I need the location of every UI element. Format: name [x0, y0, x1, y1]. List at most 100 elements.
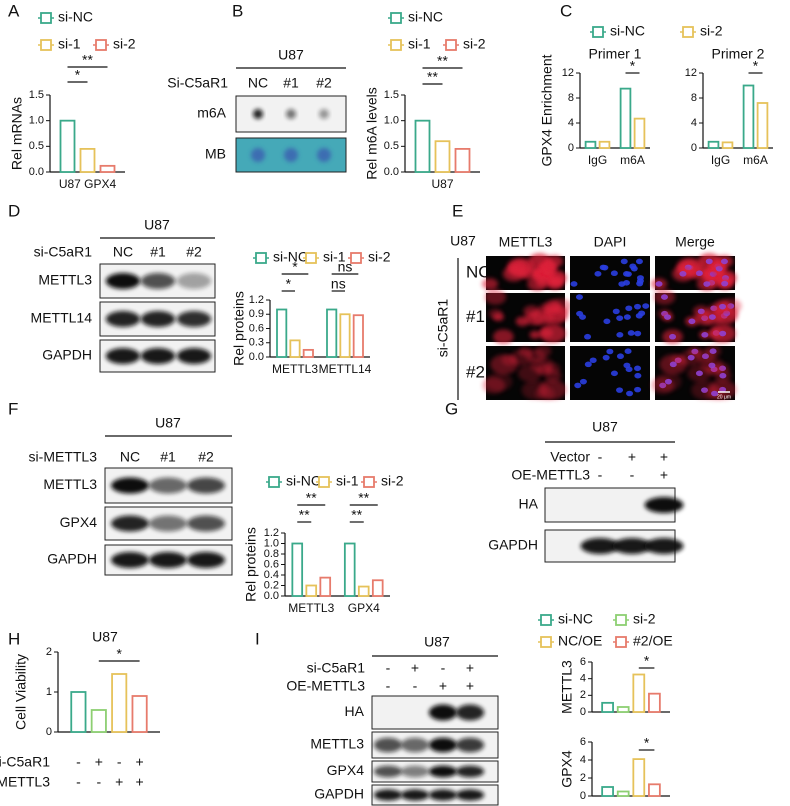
blot-band	[644, 497, 684, 513]
bar	[357, 585, 370, 597]
if-cell	[527, 276, 548, 292]
bar	[99, 164, 116, 173]
bar	[707, 140, 720, 149]
blot-row-label: MB	[205, 146, 226, 162]
bar	[434, 140, 451, 173]
if-cell	[502, 266, 525, 282]
if-nucleus	[709, 348, 717, 354]
bar	[648, 783, 661, 797]
significance-label: ns	[338, 259, 353, 275]
if-nucleus	[636, 280, 644, 287]
blot-band	[186, 477, 226, 494]
if-cell	[531, 308, 554, 326]
if-nucleus	[719, 372, 727, 379]
condition-sign: +	[466, 678, 474, 694]
blot-spot	[319, 109, 329, 119]
bar	[721, 141, 734, 149]
y-tick-label: 0.4	[264, 569, 279, 581]
blot-title: U87	[592, 419, 618, 435]
if-nucleus	[664, 314, 672, 320]
condition-sign: -	[386, 660, 391, 676]
significance-label: **	[351, 507, 362, 523]
if-nucleus	[625, 305, 633, 312]
if-nucleus	[655, 281, 663, 287]
condition-sign: +	[660, 467, 668, 483]
legend-swatch	[95, 39, 107, 51]
legend-label: si-NC	[408, 9, 443, 25]
legend-label: si-NC	[558, 611, 593, 627]
condition-label: si-C5aR1	[0, 754, 50, 770]
y-tick-label: 1.5	[29, 89, 44, 101]
blot-band	[105, 273, 141, 289]
condition-sign: +	[628, 449, 636, 465]
lane-label: #1	[160, 449, 176, 465]
significance-label: **	[427, 69, 438, 85]
if-nucleus	[618, 281, 626, 287]
blot-row-label: HA	[345, 703, 365, 719]
significance-label: *	[630, 58, 636, 74]
if-nucleus	[660, 294, 668, 300]
blot-band	[140, 348, 176, 364]
if-nucleus	[701, 332, 709, 338]
bar	[319, 576, 332, 597]
if-nucleus	[719, 303, 727, 310]
if-nucleus	[616, 315, 624, 321]
if-nucleus	[695, 270, 703, 277]
blot-row-label: m6A	[197, 105, 226, 121]
legend-label: #2/OE	[633, 633, 673, 649]
if-cell	[484, 289, 507, 305]
y-tick-label: 0.0	[29, 166, 44, 178]
if-nucleus	[703, 281, 711, 287]
significance-label: *	[286, 276, 292, 292]
blot-band	[140, 273, 176, 289]
x-tick-label: U87	[431, 177, 453, 191]
bar	[289, 339, 301, 358]
if-nucleus	[599, 264, 607, 271]
if-nucleus	[624, 348, 632, 354]
if-nucleus	[574, 382, 582, 389]
condition-label: Si-C5aR1	[167, 75, 228, 91]
if-nucleus	[642, 303, 650, 309]
blot-band	[428, 765, 458, 778]
bar	[326, 308, 338, 358]
condition-sign: -	[386, 678, 391, 694]
blot-band	[140, 311, 176, 327]
blot-band	[110, 515, 150, 532]
if-column-label: DAPI	[594, 234, 627, 250]
if-nucleus	[719, 330, 727, 337]
y-tick-label: 8	[691, 92, 697, 104]
bar	[291, 542, 304, 597]
x-tick-label: IgG	[588, 153, 607, 167]
if-nucleus	[687, 354, 695, 361]
condition-label: Vector	[550, 449, 590, 465]
y-tick-label: 2	[46, 646, 52, 658]
significance-label: *	[753, 58, 759, 74]
bar	[111, 673, 128, 733]
y-tick-label: 6	[580, 656, 586, 668]
if-side-label: si-C5aR1	[435, 299, 451, 358]
blot-band	[428, 737, 458, 753]
blot-band	[400, 765, 430, 778]
blot-band	[373, 765, 403, 778]
if-nucleus	[624, 271, 632, 277]
y-tick-label: 1.0	[264, 537, 279, 549]
y-tick-label: 0.3	[249, 337, 264, 349]
bar	[454, 147, 471, 173]
bar	[90, 709, 107, 733]
y-tick-label: 0	[691, 142, 697, 154]
if-nucleus	[708, 362, 716, 369]
blot-band	[105, 311, 141, 327]
if-nucleus	[715, 265, 723, 272]
legend-swatch	[592, 26, 604, 38]
if-nucleus	[603, 318, 611, 325]
y-tick-label: 1.0	[384, 115, 399, 127]
blot-band	[186, 552, 226, 568]
if-nucleus	[634, 303, 642, 310]
if-cell	[492, 313, 505, 322]
bar	[601, 786, 614, 797]
y-tick-label: 0.5	[29, 140, 44, 152]
y-axis-label: Rel proteins	[231, 291, 247, 366]
if-row-label: #2	[466, 362, 485, 381]
lane-label: #1	[150, 244, 166, 260]
